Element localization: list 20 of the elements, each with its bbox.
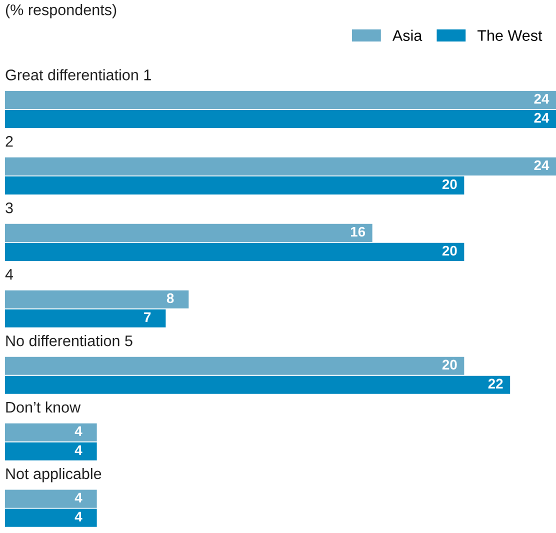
- data-label: 20: [442, 246, 457, 256]
- data-label: 24: [534, 94, 550, 104]
- data-label: 24: [534, 112, 550, 123]
- y-tick-label: 4: [5, 269, 14, 280]
- y-tick-label: 2: [6, 136, 13, 147]
- y-tick-label: Not applicable: [6, 468, 102, 482]
- data-label: 22: [488, 378, 503, 388]
- data-label: 24: [534, 160, 550, 170]
- data-label: 20: [442, 360, 457, 370]
- y-tick-label: Great differentiation 1: [6, 69, 151, 80]
- data-label: 7: [144, 312, 151, 322]
- y-tick-label: No differentiation 5: [6, 335, 132, 346]
- chart-subtitle: (% respondents): [6, 4, 116, 18]
- y-tick-label: 3: [6, 202, 13, 214]
- legend-label: Asia: [392, 30, 422, 41]
- legend-label: The West: [477, 30, 542, 41]
- data-label: 16: [350, 226, 366, 237]
- y-tick-label: Don’t know: [6, 401, 81, 413]
- data-label: 20: [442, 179, 457, 190]
- data-label: 8: [166, 293, 174, 304]
